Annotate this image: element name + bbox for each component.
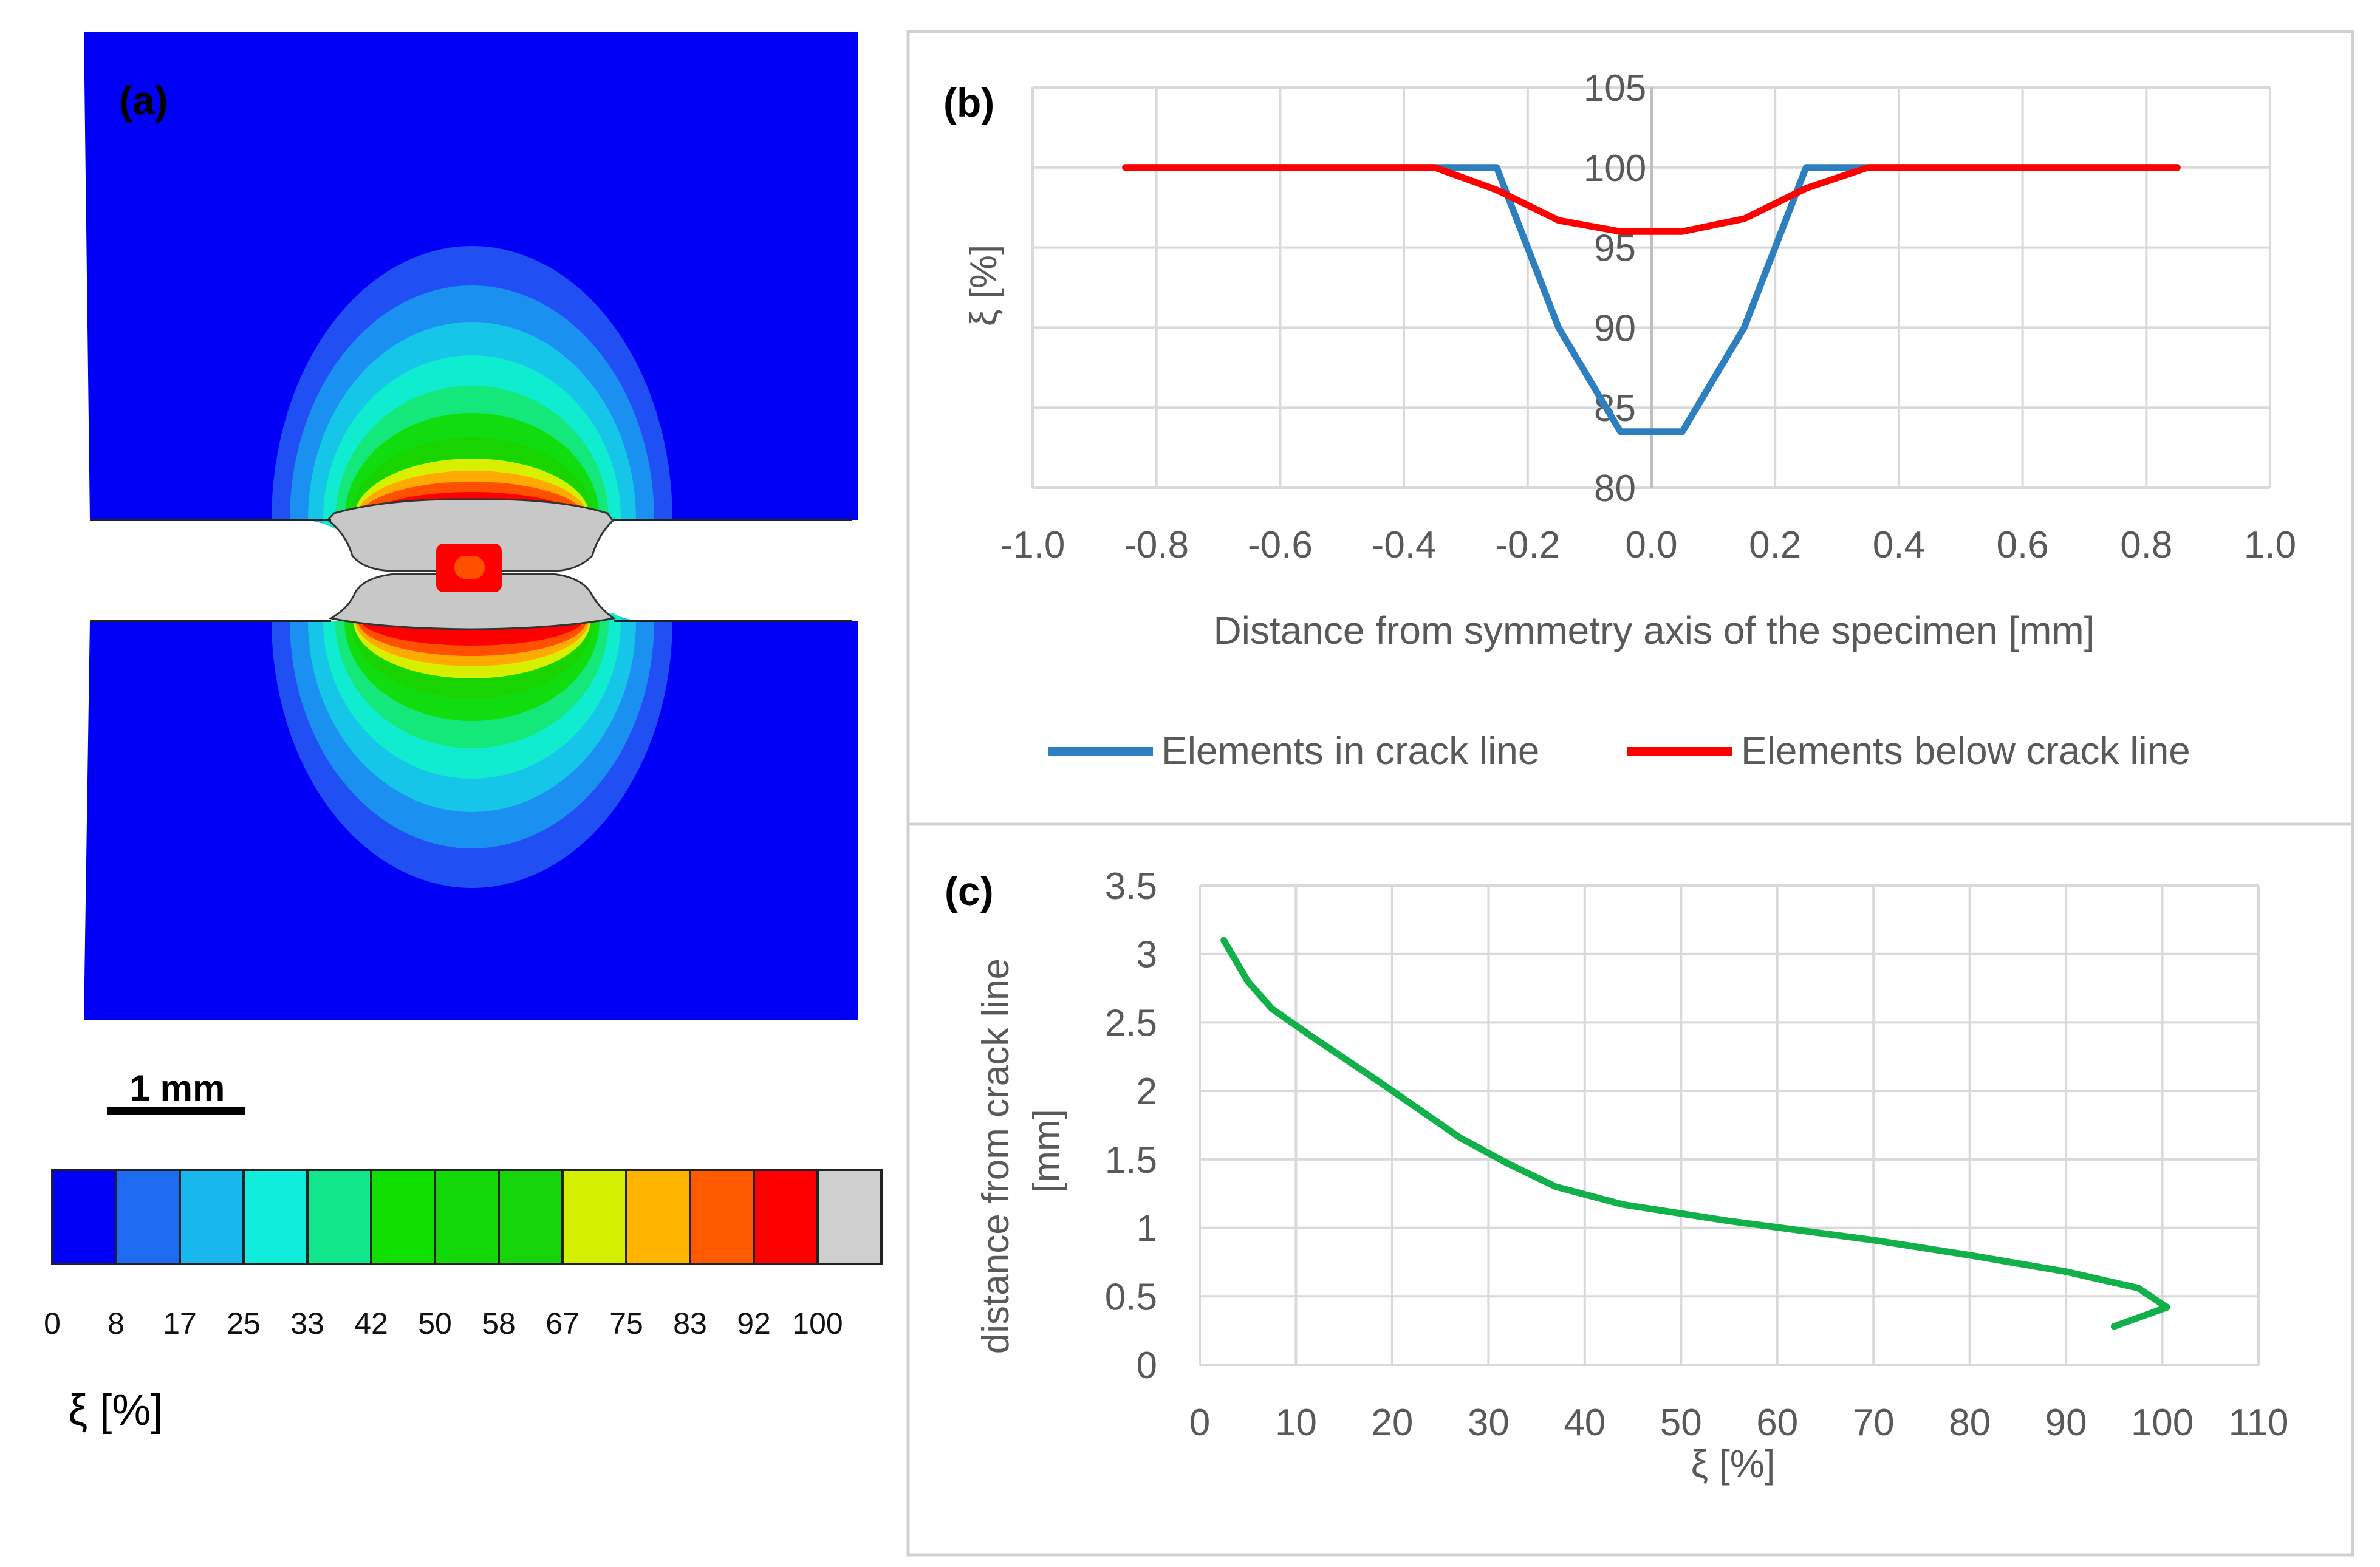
y-tick-label: 1.5 xyxy=(1105,1139,1157,1181)
y-tick-label: 3 xyxy=(1137,934,1157,976)
colorbar-tick-label: 33 xyxy=(290,1306,324,1340)
chart-c-y-axis-label-line2: [mm] xyxy=(1026,1109,1068,1193)
colorbar-tick-label: 92 xyxy=(737,1306,771,1340)
panel-c-frame xyxy=(906,822,2354,1557)
y-tick-label: 105 xyxy=(1584,67,1646,109)
x-tick-label: 1.0 xyxy=(2244,524,2296,566)
x-tick-label: 20 xyxy=(1371,1402,1413,1444)
chart-c-y-ticks: 0 0.5 1 1.5 2 2.5 3 3.5 xyxy=(1105,865,1157,1387)
colorbar-tick-label: 83 xyxy=(673,1306,707,1340)
colorbar-swatch xyxy=(51,1169,117,1265)
colorbar-swatch xyxy=(242,1169,309,1265)
x-tick-label: -1.0 xyxy=(1000,524,1065,566)
colorbar-swatch xyxy=(561,1169,627,1265)
chart-c-y-axis-label: distance from crack line [mm] xyxy=(975,948,1068,1354)
panel-label-a: (a) xyxy=(119,78,168,123)
chart-c-y-axis-label-line1: distance from crack line xyxy=(975,958,1017,1354)
y-tick-label: 0 xyxy=(1137,1345,1157,1387)
x-tick-label: 100 xyxy=(2131,1402,2194,1444)
x-tick-label: 0.2 xyxy=(1749,524,1801,566)
colorbar-swatch xyxy=(816,1169,883,1265)
x-tick-label: 0 xyxy=(1189,1402,1210,1444)
x-tick-label: 50 xyxy=(1660,1402,1702,1444)
colorbar-tick-label: 100 xyxy=(792,1306,843,1340)
colorbar-tick-label: 8 xyxy=(108,1306,125,1340)
x-tick-label: 0.0 xyxy=(1625,524,1677,566)
y-tick-label: 90 xyxy=(1594,307,1636,349)
colorbar-tick-label: 0 xyxy=(44,1306,61,1340)
x-tick-label: 80 xyxy=(1949,1402,1991,1444)
colorbar-tick-label: 50 xyxy=(418,1306,452,1340)
x-tick-label: -0.8 xyxy=(1124,524,1189,566)
y-tick-label: 100 xyxy=(1584,148,1646,189)
x-tick-label: 0.4 xyxy=(1873,524,1925,566)
scale-bar-label: 1 mm xyxy=(130,1068,225,1108)
y-tick-label: 80 xyxy=(1594,468,1636,510)
y-tick-label: 3.5 xyxy=(1105,865,1157,907)
colorbar-tick-label: 17 xyxy=(163,1306,197,1340)
series-line xyxy=(1122,164,2181,235)
x-tick-label: 0.6 xyxy=(1996,524,2048,566)
chart-c-x-axis-label: ξ [%] xyxy=(1691,1442,1776,1486)
x-tick-label: 70 xyxy=(1853,1402,1895,1444)
chart-b-legend: Elements in crack line Elements below cr… xyxy=(1048,729,2190,773)
scale-bar xyxy=(107,1107,245,1115)
x-tick-label: 90 xyxy=(2045,1402,2087,1444)
y-tick-label: 2 xyxy=(1137,1071,1157,1113)
chart-b-grid xyxy=(1031,86,2271,489)
y-tick-label: 2.5 xyxy=(1105,1002,1157,1044)
y-tick-label: 1 xyxy=(1137,1208,1157,1250)
x-tick-label: 0.8 xyxy=(2120,524,2172,566)
panel-label-b: (b) xyxy=(943,80,994,125)
colorbar-swatch xyxy=(306,1169,372,1265)
series-line xyxy=(1220,937,2170,1330)
colorbar-swatch xyxy=(115,1169,181,1265)
chart-c-grid xyxy=(1199,884,2260,1366)
chart-b-x-ticks: -1.0 -0.8 -0.6 -0.4 -0.2 0.0 0.2 0.4 0.6 0.8 1.0 xyxy=(1000,524,2297,566)
chart-c-series xyxy=(1220,937,2170,1330)
series-line xyxy=(1122,164,2181,435)
chart-b-series xyxy=(1122,164,2181,435)
chart-c-x-ticks: 0 10 20 30 40 50 60 70 80 90 100 110 xyxy=(1189,1402,2289,1444)
colorbar-tick-label: 25 xyxy=(227,1306,261,1340)
x-tick-label: -0.2 xyxy=(1495,524,1560,566)
x-tick-label: 30 xyxy=(1468,1402,1510,1444)
colorbar-swatch xyxy=(370,1169,436,1265)
colorbar-swatch xyxy=(625,1169,691,1265)
failed-region-lower xyxy=(328,573,616,630)
panel-b-frame xyxy=(906,30,2354,826)
panel-a: (a) 1 mm 0 8 17 25 33 42 50 58 67 75 83 92 100 ξ [%] xyxy=(44,32,883,1435)
colorbar-swatch xyxy=(498,1169,564,1265)
colorbar-tick-label: 42 xyxy=(354,1306,388,1340)
colorbar-tick-label: 67 xyxy=(545,1306,580,1340)
colorbar-ticks: 0 8 17 25 33 42 50 58 67 75 83 92 100 xyxy=(44,1306,843,1340)
colorbar-swatch xyxy=(753,1169,819,1265)
red-element-core xyxy=(454,556,485,579)
colorbar-tick-label: 58 xyxy=(482,1306,516,1340)
colorbar-tick-label: 75 xyxy=(609,1306,643,1340)
x-tick-label: -0.4 xyxy=(1372,524,1437,566)
colorbar-title: ξ [%] xyxy=(68,1386,163,1435)
x-tick-label: 60 xyxy=(1756,1402,1798,1444)
colorbar-swatch xyxy=(179,1169,245,1265)
legend-label-crack-line: Elements in crack line xyxy=(1161,729,1539,773)
x-tick-label: 110 xyxy=(2229,1402,2289,1444)
x-tick-label: -0.6 xyxy=(1248,524,1313,566)
legend-label-below-crack-line: Elements below crack line xyxy=(1741,729,2190,773)
chart-b-x-axis-label: Distance from symmetry axis of the speci… xyxy=(1213,609,2094,652)
panel-label-c: (c) xyxy=(945,869,994,913)
y-tick-label: 0.5 xyxy=(1105,1276,1157,1318)
x-tick-label: 40 xyxy=(1564,1402,1605,1444)
colorbar xyxy=(51,1169,883,1265)
colorbar-swatch xyxy=(434,1169,500,1265)
colorbar-swatch xyxy=(689,1169,755,1265)
x-tick-label: 10 xyxy=(1275,1402,1317,1444)
panel-b: (b) -1.0 -0.8 -0.6 -0.4 -0.2 0.0 0.2 0.4 0.6 0.8 1… xyxy=(906,30,2354,826)
chart-b-y-axis-label: ξ [%] xyxy=(963,245,1005,327)
panel-c: (c) 0 10 20 30 40 50 60 70 80 90 100 110 0 0.5 1 1.5 2 2… xyxy=(906,822,2354,1557)
